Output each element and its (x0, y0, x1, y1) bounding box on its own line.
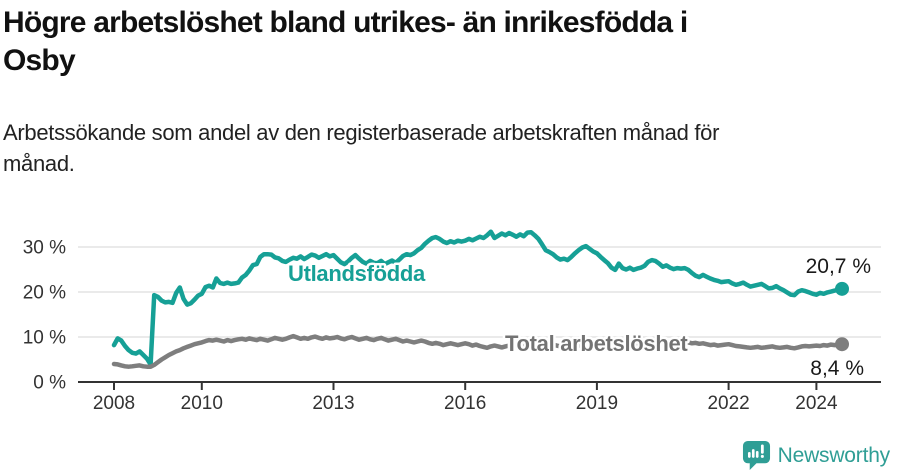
y-tick-label: 30 % (23, 238, 66, 259)
x-tick-label: 2016 (444, 393, 486, 414)
axes: 0 % 10 % 20 % 30 % 2008 2010 2013 2016 2019 2022 2… (23, 238, 881, 414)
total-end-dot (835, 337, 850, 352)
series-label-total-arbetsloshet: Total arbetslöshet (505, 331, 688, 356)
utlandsfodda-end-dot (835, 281, 850, 296)
x-tick-label: 2008 (93, 393, 135, 414)
series-label-utlandsfodda: Utlandsfödda (288, 261, 426, 286)
title-line-2: Osby (3, 44, 76, 77)
x-tick-label: 2010 (181, 393, 223, 414)
brand-footer: Newsworthy (742, 440, 890, 471)
y-tick-label: 10 % (23, 328, 66, 349)
y-tick-label: 20 % (23, 283, 66, 304)
chart-series (111, 229, 850, 369)
total-line (111, 333, 845, 369)
x-tick-label: 2022 (707, 393, 749, 414)
gridlines (78, 246, 881, 338)
x-tick-label: 2013 (312, 393, 354, 414)
brand-name: Newsworthy (777, 443, 891, 467)
subtitle-line-2: månad. (3, 151, 75, 176)
utlandsfodda-line (111, 229, 845, 367)
page-title: Högre arbetslöshet bland utrikes- än inr… (3, 4, 893, 80)
subtitle-line-1: Arbetssökande som andel av den registerb… (3, 120, 720, 145)
end-value-utlandsfodda: 20,7 % (806, 255, 871, 278)
title-line-1: Högre arbetslöshet bland utrikes- än inr… (3, 6, 688, 39)
chart-subtitle: Arbetssökande som andel av den registerb… (3, 117, 863, 179)
y-tick-label: 0 % (33, 373, 66, 394)
end-value-total: 8,4 % (810, 357, 864, 380)
x-tick-label: 2024 (795, 393, 838, 414)
newsworthy-logo-icon (742, 441, 770, 470)
x-tick-label: 2019 (576, 393, 618, 414)
